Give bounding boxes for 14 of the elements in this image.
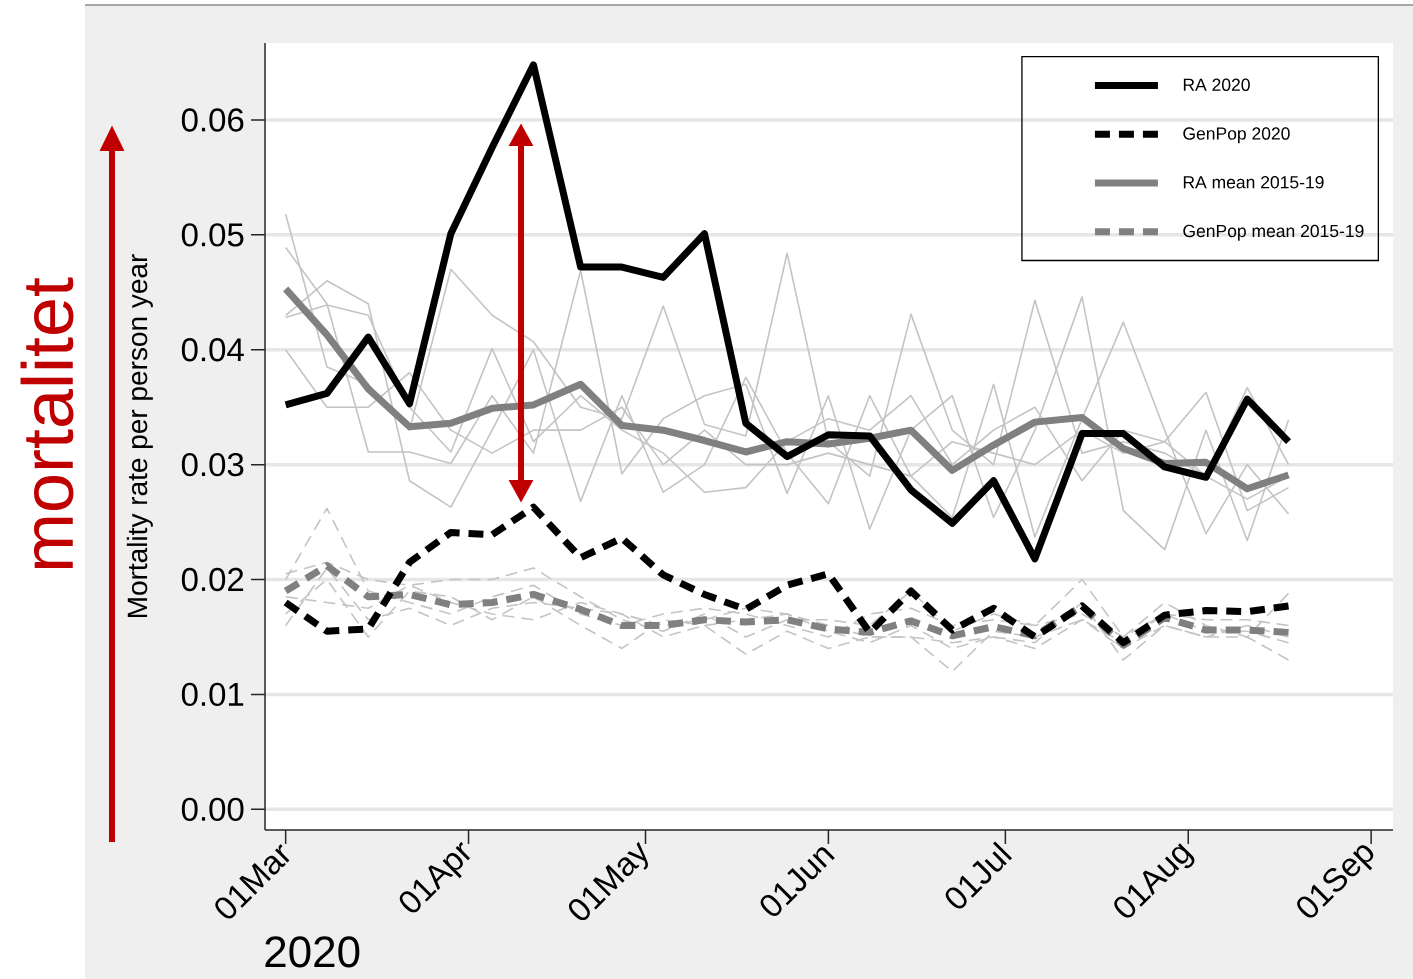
legend-label: RA mean 2015-19 bbox=[1183, 176, 1324, 189]
text: mortalitet bbox=[20, 277, 74, 569]
y-tick-label: 0.04 bbox=[181, 338, 244, 362]
y-tick-label: 0.02 bbox=[181, 567, 244, 592]
text: 2020 bbox=[265, 936, 360, 968]
legend-label: GenPop 2020 bbox=[1183, 127, 1290, 144]
y-tick-label: 0.06 bbox=[181, 108, 244, 132]
legend-label: GenPop mean 2015-19 bbox=[1183, 224, 1364, 241]
y-axis-title: Mortality rate per person year bbox=[126, 254, 153, 618]
y-tick-label: 0.05 bbox=[181, 223, 244, 247]
y-tick-label: 0.00 bbox=[181, 797, 244, 821]
y-tick-label: 0.03 bbox=[181, 452, 244, 477]
y-tick-label: 0.01 bbox=[181, 682, 244, 707]
legend-label: RA 2020 bbox=[1183, 78, 1250, 92]
